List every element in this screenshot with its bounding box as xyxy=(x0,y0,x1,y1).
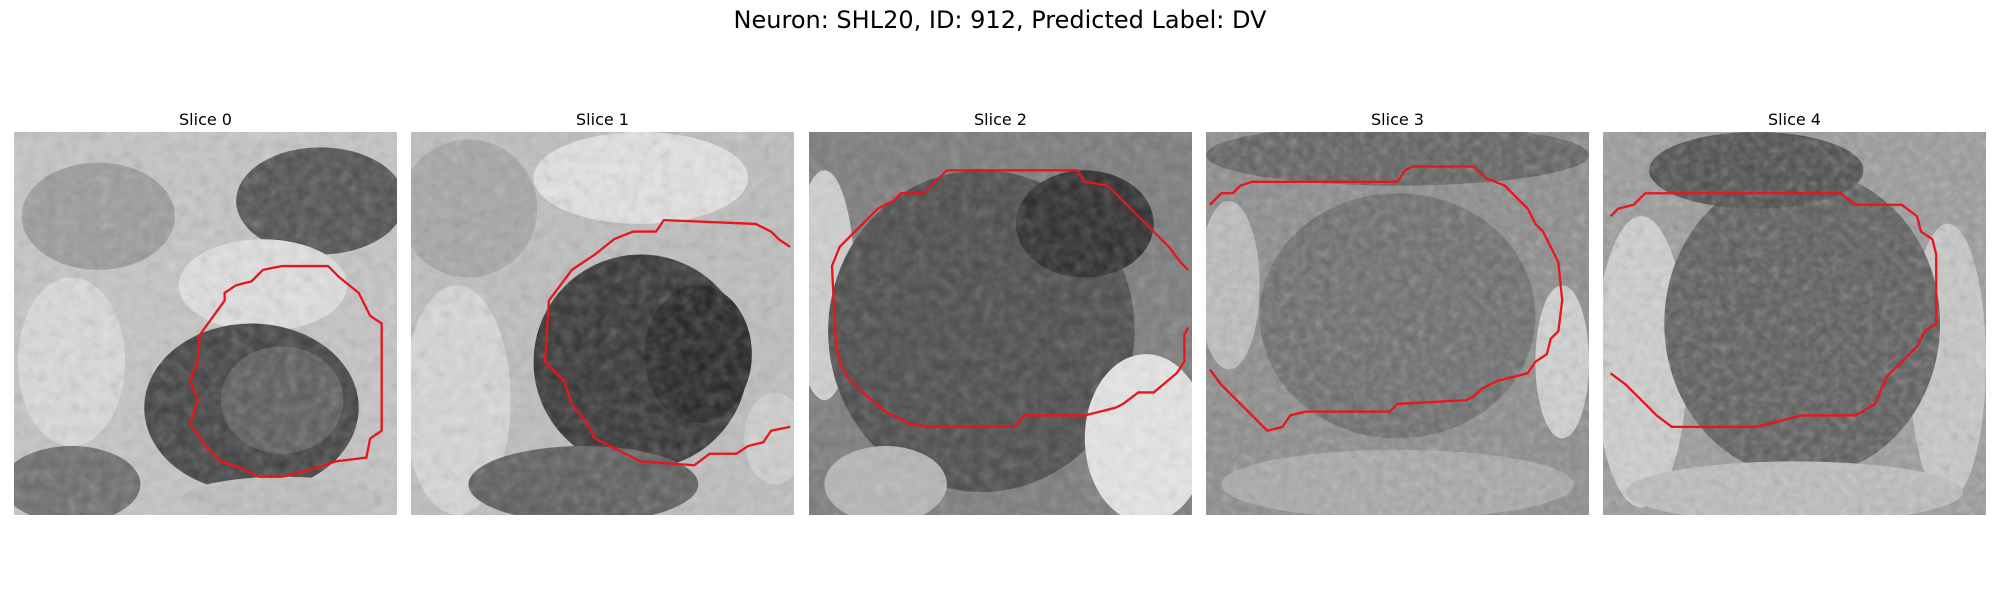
slice-contour-3 xyxy=(1208,165,1564,432)
figure-title: Neuron: SHL20, ID: 912, Predicted Label:… xyxy=(733,6,1267,34)
slice-image-4 xyxy=(1603,132,1986,515)
slice-contour-0 xyxy=(189,264,383,478)
slice-panel-4: Slice 4 xyxy=(1603,108,1986,515)
slice-contour-1 xyxy=(543,218,791,467)
slice-image-2 xyxy=(809,132,1192,515)
slice-title-4: Slice 4 xyxy=(1768,110,1821,129)
slice-image-3 xyxy=(1206,132,1589,515)
slice-panel-2: Slice 2 xyxy=(809,108,1192,515)
slice-title-3: Slice 3 xyxy=(1371,110,1424,129)
slice-panel-1: Slice 1 xyxy=(411,108,794,515)
slice-image-0 xyxy=(14,132,397,515)
slice-panel-3: Slice 3 xyxy=(1206,108,1589,515)
slice-contour-2 xyxy=(830,169,1190,429)
slice-title-0: Slice 0 xyxy=(179,110,232,129)
slice-title-2: Slice 2 xyxy=(974,110,1027,129)
slice-contour-4 xyxy=(1609,192,1938,429)
slice-panel-0: Slice 0 xyxy=(14,108,397,515)
slice-title-1: Slice 1 xyxy=(576,110,629,129)
slice-image-1 xyxy=(411,132,794,515)
